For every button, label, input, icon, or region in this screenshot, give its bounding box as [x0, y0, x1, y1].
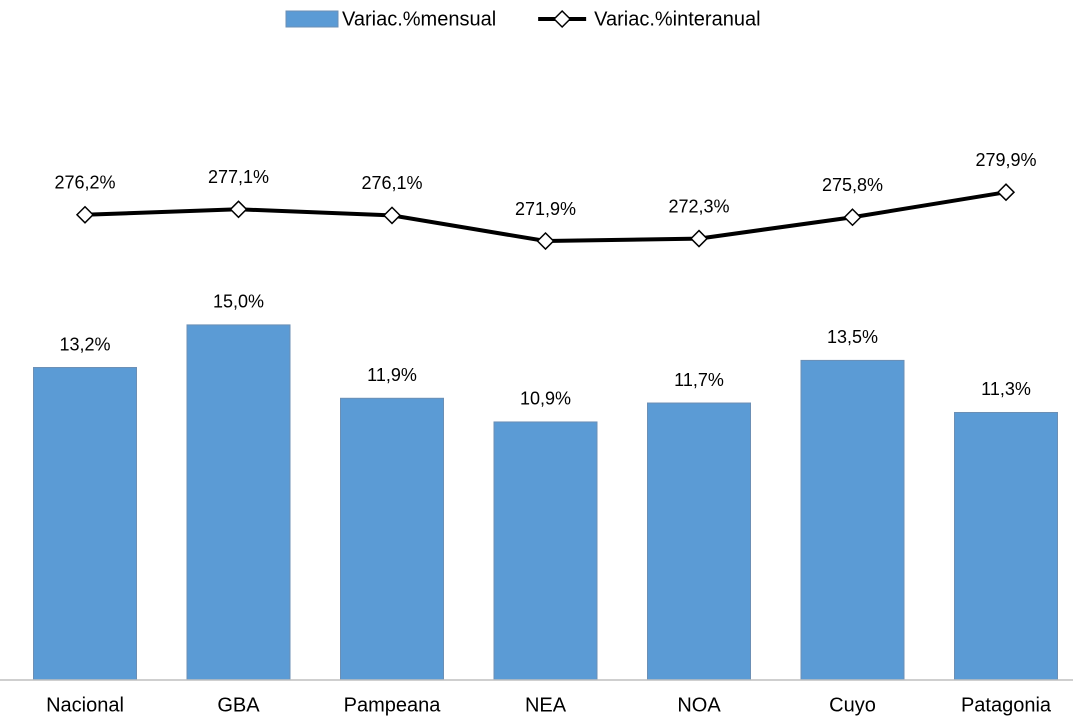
bar	[647, 402, 751, 681]
data-label: 279,9%	[975, 150, 1036, 170]
data-label: 11,3%	[981, 379, 1031, 399]
marker	[536, 231, 555, 251]
bar	[800, 359, 905, 681]
data-label: 13,2%	[59, 334, 110, 354]
data-label: 11,7%	[674, 370, 724, 390]
bar	[340, 397, 444, 681]
x-tick-label: NOA	[677, 694, 721, 716]
x-tick-label: Patagonia	[961, 694, 1052, 716]
data-label: 272,3%	[668, 196, 729, 216]
data-label: 276,2%	[54, 173, 115, 193]
data-label: 277,1%	[208, 167, 269, 187]
marker	[382, 206, 402, 225]
x-tick-label: Pampeana	[344, 694, 442, 716]
marker	[75, 205, 95, 224]
legend-label: Variac.%mensual	[342, 8, 496, 30]
bar	[954, 411, 1058, 681]
marker	[229, 200, 248, 219]
x-tick-label: GBA	[217, 694, 260, 716]
data-label: 15,0%	[213, 292, 264, 312]
data-label: 271,9%	[515, 199, 576, 219]
data-label: 13,5%	[827, 327, 878, 347]
legend-label: Variac.%interanual	[594, 8, 760, 30]
x-tick-label: NEA	[525, 694, 567, 716]
bar	[186, 324, 291, 681]
data-label: 276,1%	[361, 173, 422, 193]
legend-marker	[553, 9, 572, 29]
x-tick-label: Nacional	[46, 694, 124, 716]
bar	[33, 367, 137, 681]
marker	[689, 229, 709, 248]
data-label: 10,9%	[520, 389, 571, 409]
data-label: 11,9%	[367, 365, 417, 385]
x-tick-label: Cuyo	[829, 694, 876, 716]
marker	[996, 183, 1016, 202]
bar	[493, 421, 598, 681]
legend-swatch	[285, 10, 339, 28]
marker	[843, 208, 862, 227]
data-label: 275,8%	[822, 175, 883, 195]
